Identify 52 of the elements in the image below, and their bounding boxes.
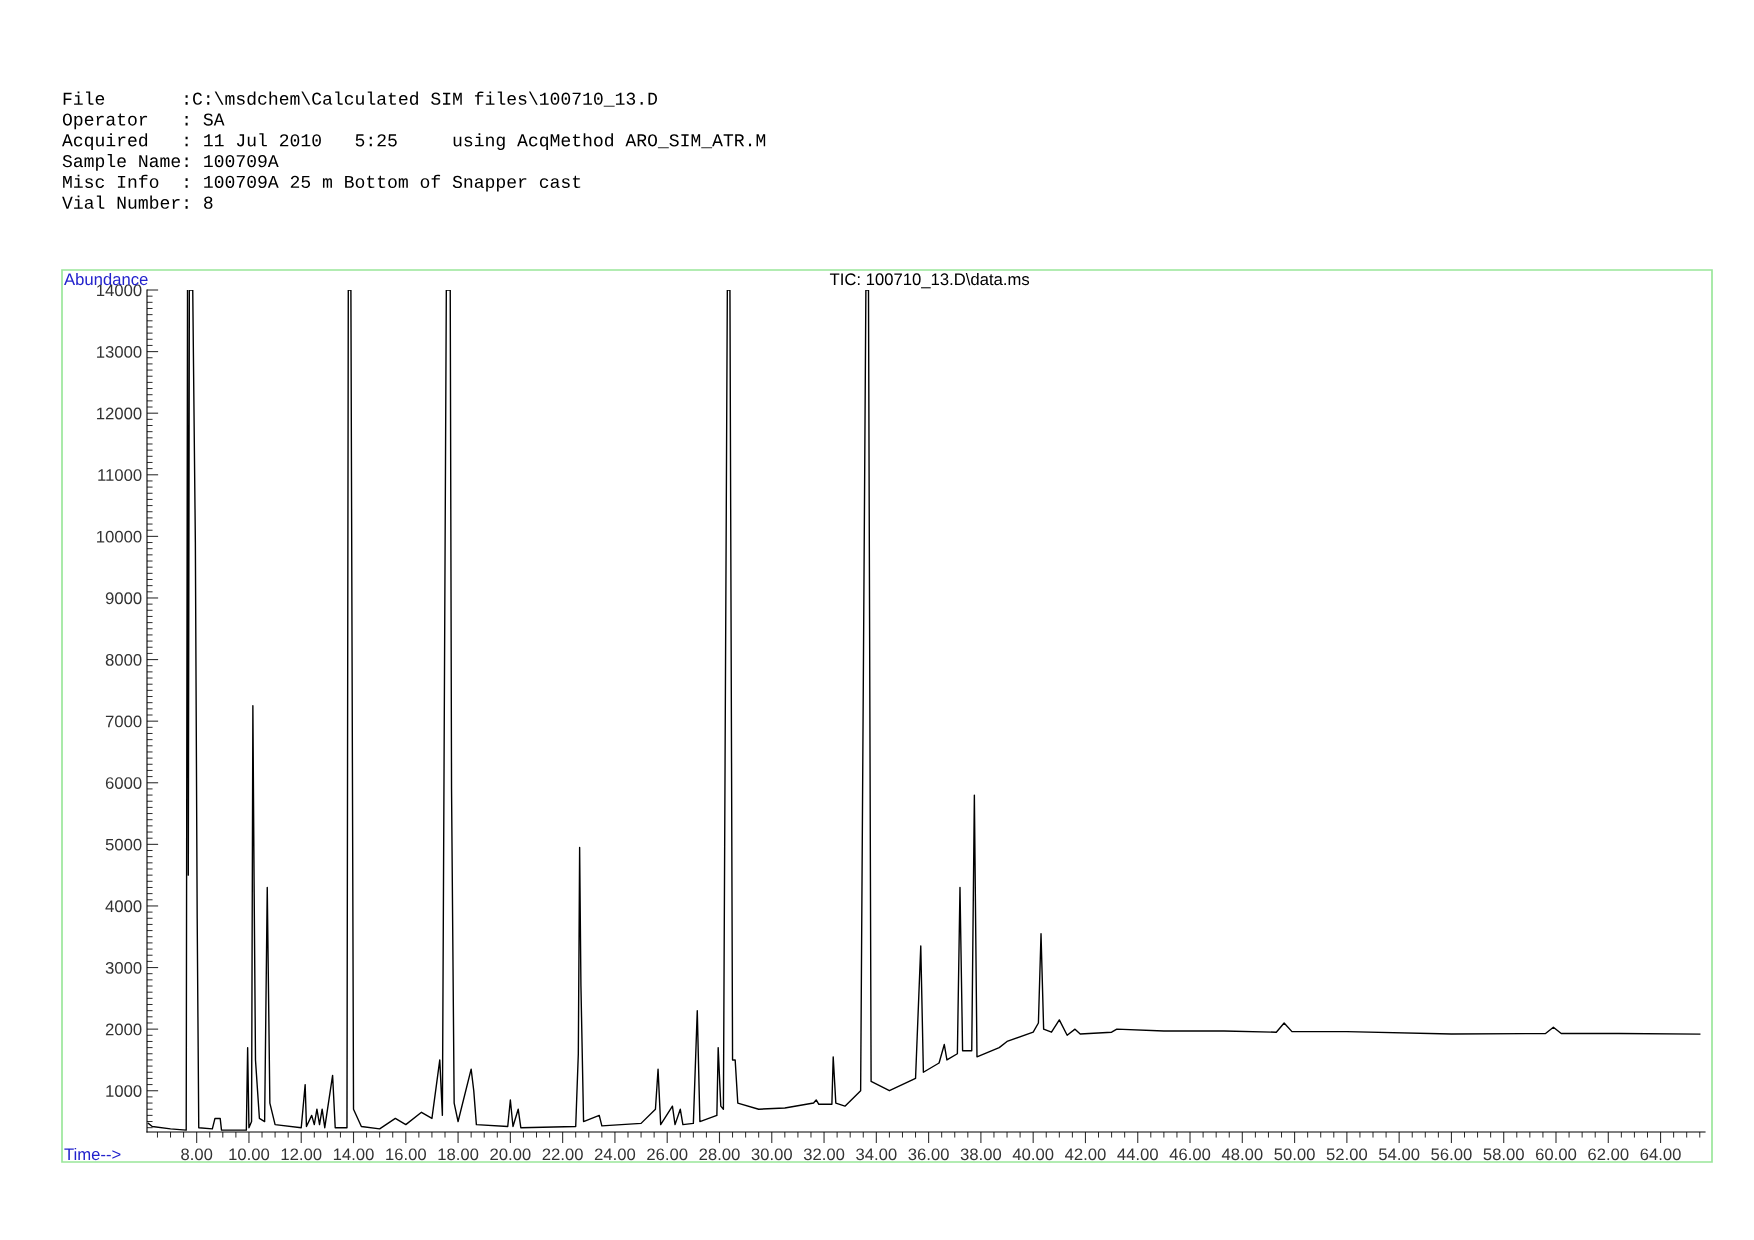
x-tick-label: 28.00: [699, 1148, 740, 1161]
y-tick-label: 4000: [105, 900, 142, 913]
x-tick-label: 58.00: [1483, 1148, 1524, 1161]
x-tick-label: 60.00: [1535, 1148, 1577, 1161]
x-tick-label: 24.00: [594, 1148, 636, 1161]
y-tick-label: 2000: [105, 1023, 142, 1036]
x-tick-label: 36.00: [908, 1148, 949, 1161]
x-tick-label: 22.00: [542, 1148, 583, 1161]
x-tick-label: 18.00: [438, 1148, 479, 1161]
y-tick-label: 1000: [106, 1085, 142, 1097]
y-axis-title: Abundance: [64, 272, 148, 286]
x-tick-label: 14.00: [333, 1148, 374, 1161]
y-tick-label: 14000: [97, 284, 142, 297]
text: Acquired : 11 Jul 2010 5:25 using AcqMethod ARO_SIM_ATR.M: [62, 133, 766, 151]
x-tick-label: 64.00: [1640, 1148, 1681, 1161]
y-tick-label: 6000: [105, 777, 142, 789]
x-tick-label: 26.00: [647, 1148, 688, 1161]
x-tick-label: 44.00: [1117, 1148, 1158, 1161]
y-tick-label: 7000: [105, 715, 142, 728]
x-tick-label: 8.00: [181, 1148, 213, 1161]
x-tick-label: 50.00: [1274, 1148, 1315, 1161]
x-tick-label: 34.00: [856, 1148, 897, 1161]
y-tick-label: 13000: [97, 346, 142, 358]
y-tick-label: 12000: [97, 407, 142, 420]
y-tick-label: 9000: [105, 592, 142, 605]
text: Operator : SA: [62, 113, 225, 130]
chart-title: TIC: 100710_13.D\data.ms: [829, 272, 1030, 289]
y-tick-label: 10000: [97, 530, 142, 543]
x-tick-label: 40.00: [1012, 1148, 1054, 1161]
x-tick-label: 20.00: [490, 1148, 531, 1161]
text: Misc Info : 100709A 25 m Bottom of Snapper cast: [63, 174, 581, 192]
text: Sample Name: 100709A: [62, 153, 279, 171]
y-tick-label: 3000: [105, 961, 142, 974]
x-tick-label: 16.00: [386, 1148, 426, 1161]
x-tick-label: 52.00: [1326, 1148, 1368, 1161]
text: File :C:\msdchem\Calculated SIM files\100710_13.D: [63, 91, 658, 107]
x-tick-label: 12.00: [281, 1148, 322, 1161]
x-tick-label: 56.00: [1431, 1148, 1472, 1161]
y-tick-label: 5000: [105, 838, 142, 851]
x-tick-label: 54.00: [1378, 1148, 1420, 1161]
y-tick-label: 11000: [98, 469, 142, 481]
x-tick-label: 38.00: [960, 1148, 1002, 1161]
x-tick-label: 46.00: [1169, 1148, 1211, 1161]
x-tick-label: 42.00: [1064, 1148, 1106, 1161]
x-tick-label: 48.00: [1221, 1148, 1263, 1161]
x-tick-label: 32.00: [803, 1148, 845, 1161]
text: Vial Number: 8: [62, 195, 213, 209]
y-tick-label: 8000: [105, 653, 142, 666]
x-tick-label: 10.00: [229, 1148, 270, 1161]
x-tick-label: 30.00: [751, 1148, 792, 1161]
x-axis-title: Time-->: [64, 1147, 121, 1161]
x-tick-label: 62.00: [1588, 1148, 1629, 1161]
